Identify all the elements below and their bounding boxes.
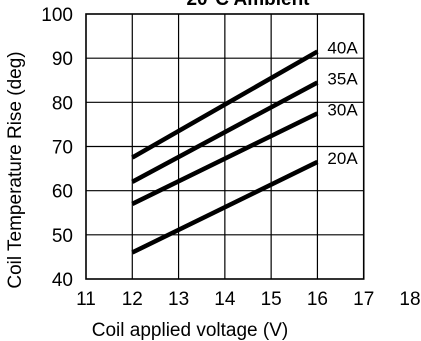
series-line-20A (131, 159, 319, 255)
y-tick-label: 60 (52, 182, 73, 203)
series-labels: 40A 35A 30A 20A (327, 39, 358, 168)
x-tick-label: 18 (399, 289, 420, 310)
series-label-20A: 20A (327, 149, 358, 168)
x-tick-label: 17 (353, 289, 374, 310)
series-label-40A: 40A (327, 39, 358, 58)
y-tick-label: 40 (52, 270, 73, 291)
x-axis-label: Coil applied voltage (V) (92, 320, 288, 341)
x-tick-label: 12 (122, 289, 143, 310)
series-lines (131, 49, 319, 255)
x-tick-label: 11 (76, 289, 96, 310)
y-tick-label: 50 (52, 226, 73, 247)
y-tick-label: 100 (41, 5, 73, 26)
series-line-40A (131, 49, 319, 160)
grid (86, 14, 364, 279)
x-tick-label: 15 (261, 289, 282, 310)
x-tick-label: 13 (168, 289, 189, 310)
y-tick-label: 90 (52, 49, 73, 70)
y-tick-label: 80 (52, 93, 73, 114)
series-line-35A (131, 80, 319, 184)
x-tick-label: 16 (307, 289, 328, 310)
plot-frame (85, 13, 365, 280)
x-tick-label: 14 (214, 289, 236, 310)
series-label-35A: 35A (327, 69, 358, 88)
series-line-30A (131, 111, 319, 206)
series-label-30A: 30A (327, 100, 358, 119)
axis-ticks: 11 12 13 14 15 16 17 18 40 50 60 70 80 90 100 (41, 5, 420, 310)
chart-title: 20°C Ambient (186, 0, 310, 10)
y-axis-label: Coil Temperature Rise (deg) (5, 51, 26, 288)
y-tick-label: 70 (52, 138, 73, 159)
